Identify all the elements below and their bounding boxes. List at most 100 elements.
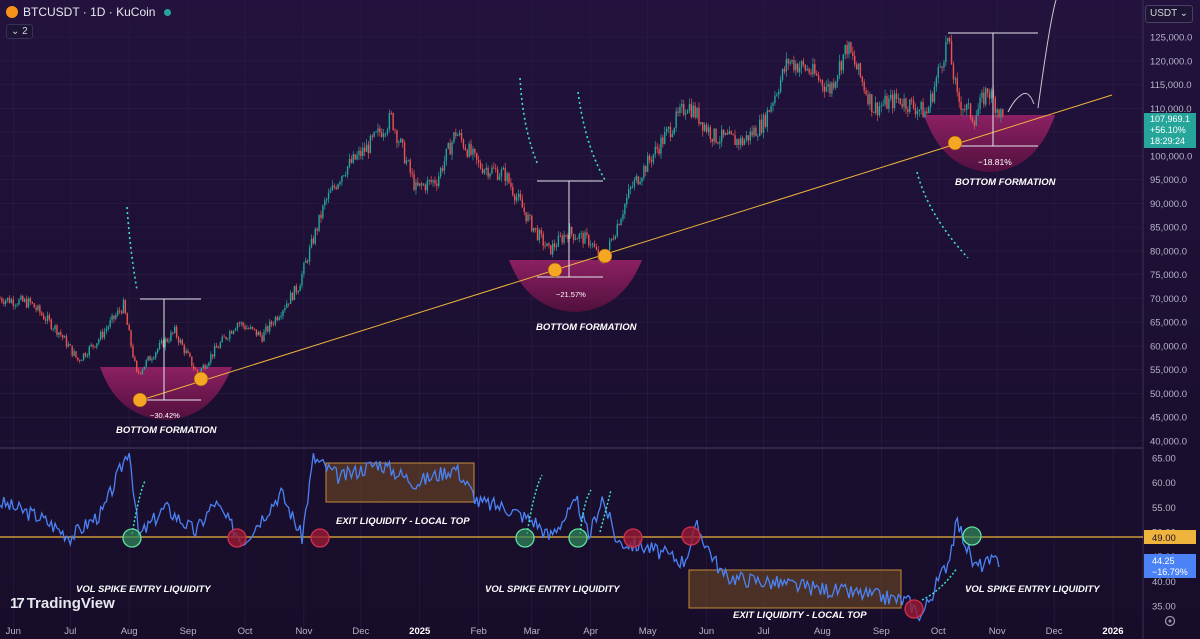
price-tick-label: 85,000.0 <box>1150 223 1187 234</box>
candle <box>466 148 468 159</box>
candle <box>933 81 936 105</box>
candle <box>724 132 727 136</box>
candle <box>988 88 991 105</box>
candle <box>525 211 527 225</box>
candle <box>379 125 381 137</box>
candle <box>705 122 708 134</box>
candle <box>156 348 159 355</box>
candle <box>874 96 877 115</box>
candle <box>827 78 829 93</box>
candle <box>477 155 480 168</box>
projection-path <box>1037 0 1057 109</box>
candle <box>139 372 142 376</box>
candle <box>358 146 360 160</box>
candle <box>622 209 624 222</box>
candle <box>128 323 130 331</box>
candle <box>876 102 879 122</box>
candle <box>616 219 618 238</box>
grid <box>0 0 1143 630</box>
candle <box>829 81 831 97</box>
candle <box>772 101 774 112</box>
candle <box>221 334 223 343</box>
candle <box>111 313 113 324</box>
candle <box>343 174 345 177</box>
chart-header[interactable]: BTCUSDT · 1D · KuCoin <box>6 5 172 19</box>
candle <box>232 330 235 335</box>
candle <box>684 109 687 120</box>
candle <box>438 171 440 189</box>
x-tick-label: Sep <box>180 626 197 637</box>
candle <box>267 325 269 333</box>
candle <box>141 368 144 376</box>
candle <box>244 323 246 331</box>
candle <box>327 188 330 203</box>
candle <box>665 126 668 136</box>
candle <box>983 86 985 108</box>
candle <box>384 132 387 138</box>
candle <box>966 103 968 116</box>
settings-icon[interactable] <box>1164 615 1176 627</box>
price-tick-label: 55,000.0 <box>1150 365 1187 376</box>
candle <box>931 91 934 104</box>
candle <box>740 135 742 150</box>
candle <box>242 321 244 329</box>
drawdown-label-1: −30.42% <box>150 411 180 420</box>
candle <box>757 133 759 141</box>
x-tick-label: May <box>639 626 657 637</box>
candle <box>905 97 907 115</box>
candle <box>994 95 996 118</box>
candle <box>561 233 563 245</box>
candle <box>16 303 18 308</box>
candle <box>143 366 146 370</box>
symbol-title[interactable]: BTCUSDT · 1D · KuCoin <box>23 5 156 19</box>
x-axis: Jun Jul Aug Sep Oct Nov Dec 2025 Feb Mar Apr May Jun… <box>6 626 1124 637</box>
candle <box>861 75 863 87</box>
candle <box>310 234 313 249</box>
candle <box>738 138 740 151</box>
candle <box>778 88 780 99</box>
drawdown-label-3: −18.81% <box>978 157 1012 167</box>
price-change: +56.10% <box>1150 125 1186 135</box>
candle <box>164 336 166 351</box>
candle <box>882 99 884 107</box>
candle <box>675 107 677 132</box>
candle <box>439 166 442 179</box>
candle <box>206 363 208 369</box>
candle <box>356 151 358 161</box>
candle <box>63 335 66 338</box>
candle <box>510 178 512 191</box>
candle <box>823 82 826 98</box>
currency-selector[interactable]: USDT ⌄ <box>1145 5 1193 23</box>
candle <box>124 299 127 315</box>
candle <box>483 168 486 175</box>
candle <box>631 181 634 189</box>
candle <box>973 120 976 130</box>
candle <box>531 214 533 233</box>
candle <box>614 234 617 240</box>
candle <box>375 130 377 133</box>
candle <box>595 243 598 251</box>
candle <box>783 66 786 75</box>
candle <box>303 261 305 278</box>
candle <box>322 204 324 220</box>
indicator-toggle[interactable]: ⌄ 2 <box>6 24 33 39</box>
candle <box>411 168 413 178</box>
x-tick-label: Apr <box>583 626 598 637</box>
candle <box>929 89 932 113</box>
candle <box>907 106 909 118</box>
candle <box>491 164 493 175</box>
chevron-down-icon: ⌄ <box>11 26 23 37</box>
candle <box>523 202 525 216</box>
candle <box>130 329 132 349</box>
candle <box>122 297 125 314</box>
candle <box>800 59 803 75</box>
candle <box>348 153 351 169</box>
bottom-formation-bowl-2 <box>509 260 642 312</box>
candle <box>502 165 505 171</box>
candle <box>979 93 981 114</box>
candle <box>702 121 704 137</box>
candle <box>804 64 807 73</box>
candle <box>612 234 615 241</box>
candle <box>202 363 204 369</box>
